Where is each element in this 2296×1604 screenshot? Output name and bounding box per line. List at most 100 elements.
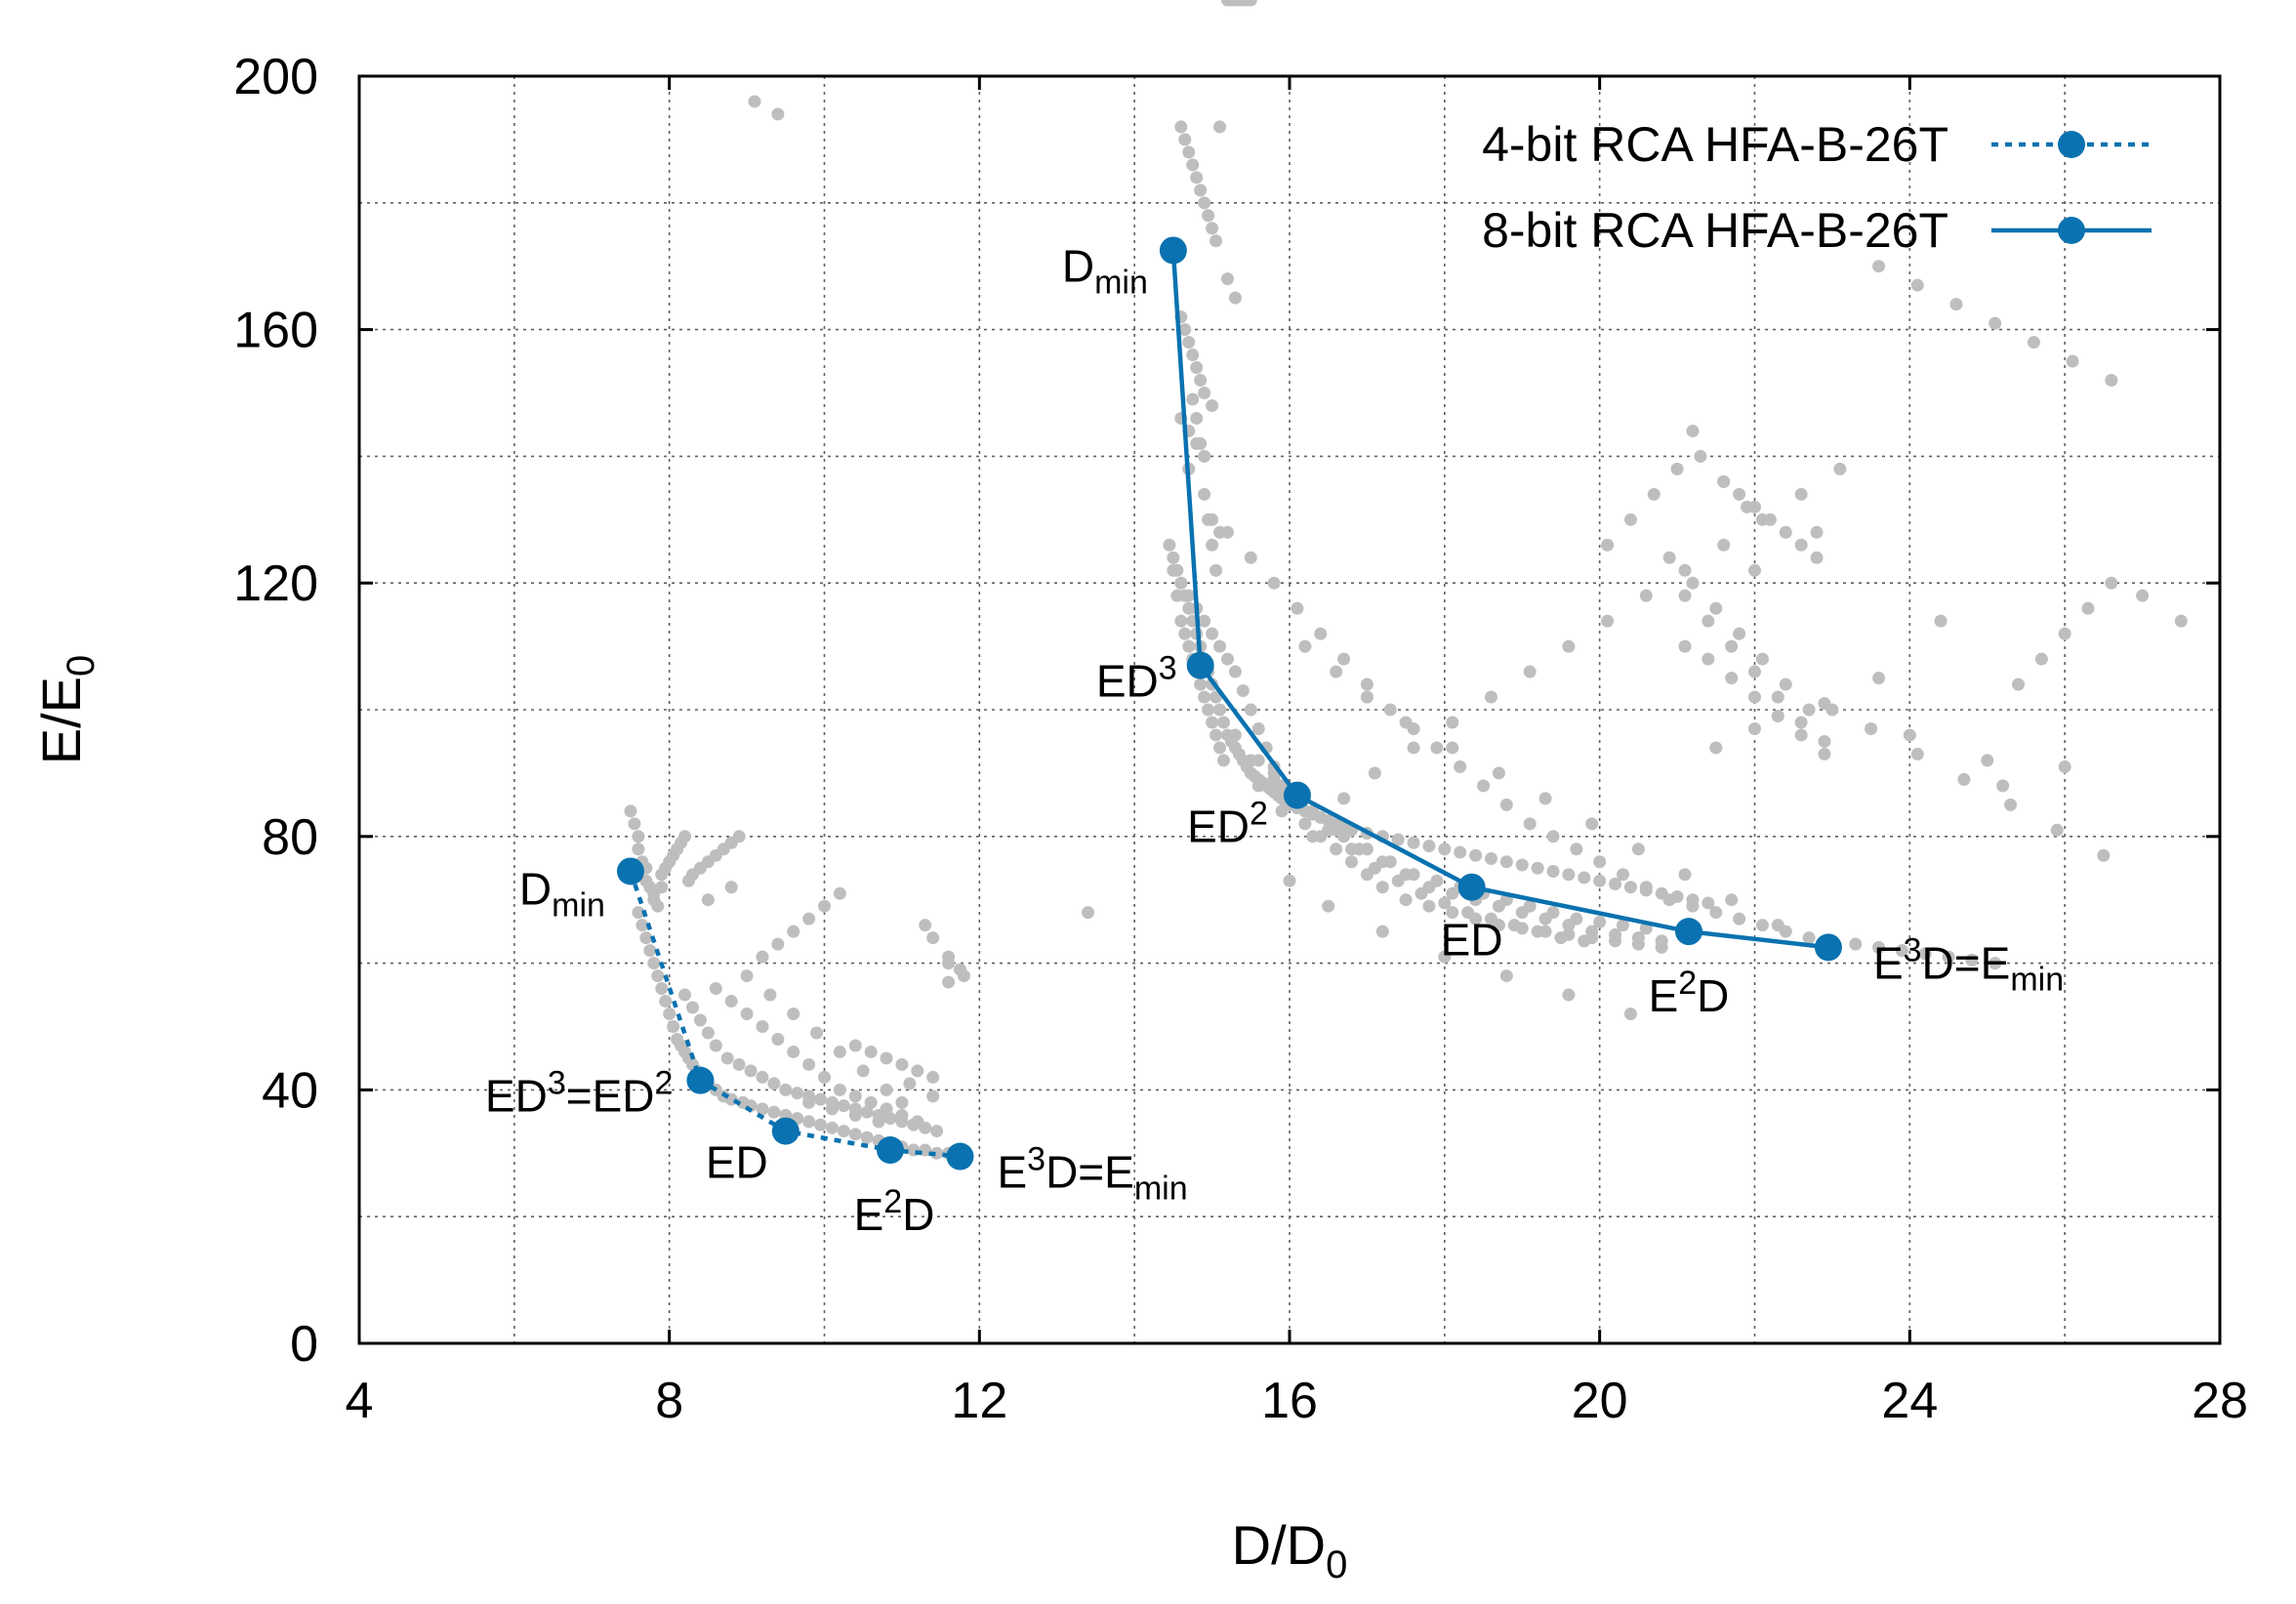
background-point: [1163, 538, 1176, 552]
background-point: [1220, 525, 1234, 539]
background-point: [1810, 525, 1824, 539]
background-point: [1360, 678, 1374, 691]
point-label-text: D: [1697, 970, 1729, 1021]
background-point: [732, 830, 746, 843]
point-label: ED3=ED2: [485, 1065, 674, 1122]
background-point: [1430, 741, 1444, 755]
background-point: [2174, 614, 2188, 628]
background-point: [1725, 639, 1739, 653]
background-point: [1957, 772, 1971, 786]
background-point: [1794, 487, 1808, 501]
background-point: [724, 881, 738, 894]
background-point: [919, 1143, 932, 1157]
legend-marker-2: [2058, 217, 2085, 244]
background-point: [880, 1083, 893, 1096]
legend-label-2: 8-bit RCA HFA-B-26T: [1482, 203, 1948, 258]
background-point: [930, 1146, 944, 1160]
background-point: [756, 950, 769, 964]
point-label-text: ED: [1187, 802, 1250, 852]
background-point: [767, 1105, 781, 1119]
background-point: [814, 1118, 828, 1131]
background-point: [1174, 576, 1188, 590]
background-point: [880, 1051, 893, 1065]
series-1-point: [616, 857, 644, 885]
point-label: ED3: [1096, 650, 1177, 707]
series-2-point: [1674, 918, 1702, 946]
background-point: [624, 804, 637, 818]
x-tick-label: 24: [1881, 1373, 1938, 1429]
background-point: [1872, 260, 1886, 273]
background-point: [1174, 614, 1188, 628]
background-point: [1202, 703, 1215, 717]
background-point: [1709, 906, 1723, 920]
background-point: [1213, 120, 1227, 134]
background-point: [1167, 563, 1180, 577]
point-label: ED: [1441, 915, 1503, 966]
background-point: [814, 1092, 828, 1106]
background-point: [848, 1090, 862, 1103]
background-point: [930, 1125, 944, 1138]
y-tick-label: 120: [233, 555, 318, 612]
background-point: [1678, 868, 1692, 882]
background-point: [756, 1070, 769, 1084]
background-point: [1623, 1008, 1637, 1021]
background-points: [624, 0, 2188, 1164]
background-point: [632, 830, 645, 843]
background-point: [787, 1008, 800, 1021]
point-label: E3D=Emin: [1873, 931, 2064, 998]
legend: 4-bit RCA HFA-B-26T 8-bit RCA HFA-B-26T: [1482, 117, 2152, 258]
background-point: [659, 995, 673, 1008]
background-point: [1686, 899, 1700, 913]
background-point: [1306, 830, 1320, 843]
y-axis-label-main: E/E: [30, 677, 92, 764]
background-point: [1194, 678, 1208, 691]
background-point: [678, 830, 692, 843]
series-1-point: [877, 1136, 905, 1165]
background-point: [1469, 848, 1483, 862]
background-point: [1562, 988, 1576, 1002]
background-point: [810, 1026, 824, 1040]
background-point: [1446, 906, 1459, 920]
background-point: [1779, 678, 1792, 691]
background-point: [1213, 639, 1227, 653]
x-axis-label: D/D0: [1232, 1514, 1348, 1586]
background-point: [1198, 614, 1211, 628]
background-point: [1399, 716, 1413, 729]
background-point: [833, 1083, 846, 1096]
background-point: [1872, 940, 1886, 954]
point-label-superscript: 3: [1027, 1141, 1046, 1178]
background-point: [1733, 487, 1746, 501]
y-tick-label: 0: [290, 1316, 318, 1373]
background-point: [1228, 291, 1242, 305]
background-point: [1198, 449, 1211, 463]
y-tick-label: 160: [233, 303, 318, 359]
background-point: [1802, 931, 1816, 945]
background-point: [1216, 754, 1230, 767]
background-point: [1345, 855, 1359, 869]
background-point: [1546, 906, 1560, 920]
background-point: [1178, 133, 1192, 146]
background-point: [1748, 721, 1761, 735]
background-point: [1206, 398, 1219, 412]
point-label-text: D=E: [1046, 1147, 1134, 1198]
series-2-point: [1814, 933, 1842, 962]
tick-labels: 4 8 12 16 20 24 28 0 40 80 120 160 200: [233, 49, 2248, 1429]
background-point: [1438, 843, 1452, 856]
background-point: [787, 1045, 800, 1058]
legend-marker-1: [2058, 131, 2085, 158]
background-point: [1454, 845, 1467, 859]
point-label-text: E: [997, 1147, 1027, 1198]
background-point: [1330, 665, 1343, 679]
background-point: [1422, 899, 1436, 913]
background-point: [1314, 627, 1328, 640]
background-point: [1198, 387, 1211, 399]
background-point: [1202, 513, 1215, 526]
background-point: [880, 1102, 893, 1116]
background-point: [837, 1099, 850, 1113]
background-point: [1546, 830, 1560, 843]
background-point: [732, 1057, 746, 1071]
background-point: [1623, 881, 1637, 894]
background-point: [1210, 234, 1223, 248]
background-point: [903, 1077, 917, 1090]
background-point: [678, 988, 692, 1002]
